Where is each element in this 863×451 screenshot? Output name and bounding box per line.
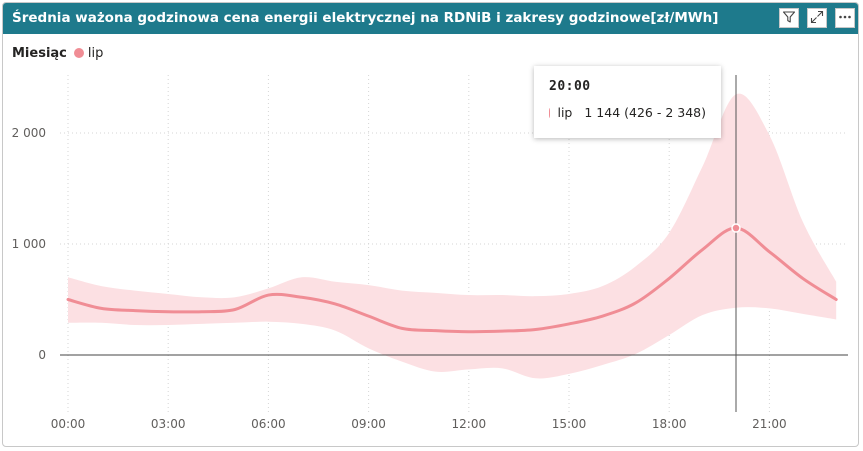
y-axis: 0 1 000 2 000 <box>12 126 46 362</box>
legend-title: Miesiąc <box>12 45 67 61</box>
more-options-button[interactable] <box>835 8 855 28</box>
y-tick-label: 1 000 <box>12 237 46 251</box>
x-tick-label: 03:00 <box>151 417 186 431</box>
focus-mode-icon <box>810 9 824 28</box>
series-line-lip[interactable] <box>66 226 838 334</box>
x-tick-label: 09:00 <box>351 417 386 431</box>
range-band <box>68 93 837 379</box>
tooltip-row: lip 1 144 (426 - 2 348) <box>549 105 706 120</box>
tooltip-series-name: lip <box>557 105 573 120</box>
legend-marker[interactable] <box>73 48 84 58</box>
series-line <box>66 226 838 334</box>
legend-label[interactable]: lip <box>87 45 104 61</box>
filter-button[interactable] <box>779 8 799 28</box>
y-tick-label: 2 000 <box>12 126 46 140</box>
more-options-icon <box>838 9 852 28</box>
x-tick-label: 15:00 <box>552 417 587 431</box>
y-tick-label: 0 <box>38 348 46 362</box>
tooltip-value: 1 144 (426 - 2 348) <box>584 105 706 120</box>
series-range-band <box>68 93 837 379</box>
legend: Miesiąc lip <box>12 43 103 63</box>
tooltip-header: 20:00 <box>549 79 591 94</box>
hover-point[interactable] <box>731 223 741 233</box>
focus-mode-button[interactable] <box>807 8 827 28</box>
x-tick-label: 12:00 <box>452 417 487 431</box>
tooltip: 20:00 lip 1 144 (426 - 2 348) <box>534 66 721 138</box>
tooltip-series-marker <box>549 107 551 118</box>
visual-header: Średnia ważona godzinowa cena energii el… <box>3 3 858 34</box>
hover-indicator <box>731 75 741 412</box>
x-tick-label: 06:00 <box>251 417 286 431</box>
x-tick-label: 00:00 <box>51 417 86 431</box>
visual-title: Średnia ważona godzinowa cena energii el… <box>12 10 719 26</box>
x-axis: 00:00 03:00 06:00 09:00 12:00 15:00 18:00 21:00 <box>51 417 787 431</box>
x-tick-label: 21:00 <box>752 417 787 431</box>
filter-icon <box>782 9 796 28</box>
x-tick-label: 18:00 <box>652 417 687 431</box>
